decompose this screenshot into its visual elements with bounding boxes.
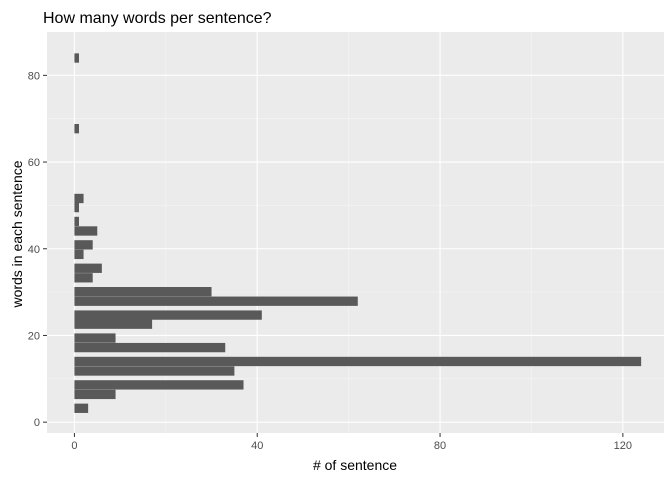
histogram-bar [74,333,116,343]
histogram-bar [74,193,84,204]
x-tick-label: 40 [251,440,263,452]
plot-panel [47,32,664,433]
y-axis-ticks: 0 20 40 60 80 [28,70,47,429]
histogram-bar [74,389,116,400]
minor-gridlines [47,32,664,433]
y-tick-label: 60 [28,157,40,169]
histogram-bars [74,53,642,413]
histogram-bar [74,124,79,134]
histogram-bar [74,380,244,390]
histogram-bar [74,310,262,320]
x-axis-title: # of sentence [313,457,397,473]
histogram-bar [74,216,79,227]
histogram-bar [74,287,212,297]
histogram-bar [74,263,102,273]
major-gridlines [47,32,664,433]
x-tick-label: 120 [614,440,632,452]
y-tick-label: 40 [28,244,40,256]
x-tick-label: 80 [434,440,446,452]
histogram-bar [74,342,226,353]
x-tick-label: 0 [71,440,77,452]
x-axis-ticks: 0 40 80 120 [71,433,632,452]
histogram-bar [74,403,89,413]
histogram-bar [74,240,93,250]
histogram-bar [74,366,235,376]
histogram-bar [74,53,79,63]
histogram-bar [74,273,93,283]
histogram-bar [74,356,642,367]
histogram-bar [74,249,84,260]
histogram-bar [74,319,153,329]
histogram-bar [74,202,79,213]
histogram-bar [74,296,358,306]
y-axis-title: words in each sentence [9,160,25,308]
y-tick-label: 0 [34,417,40,429]
y-tick-label: 80 [28,70,40,82]
chart-title: How many words per sentence? [43,10,272,27]
histogram-bar [74,226,98,236]
y-tick-label: 20 [28,330,40,342]
